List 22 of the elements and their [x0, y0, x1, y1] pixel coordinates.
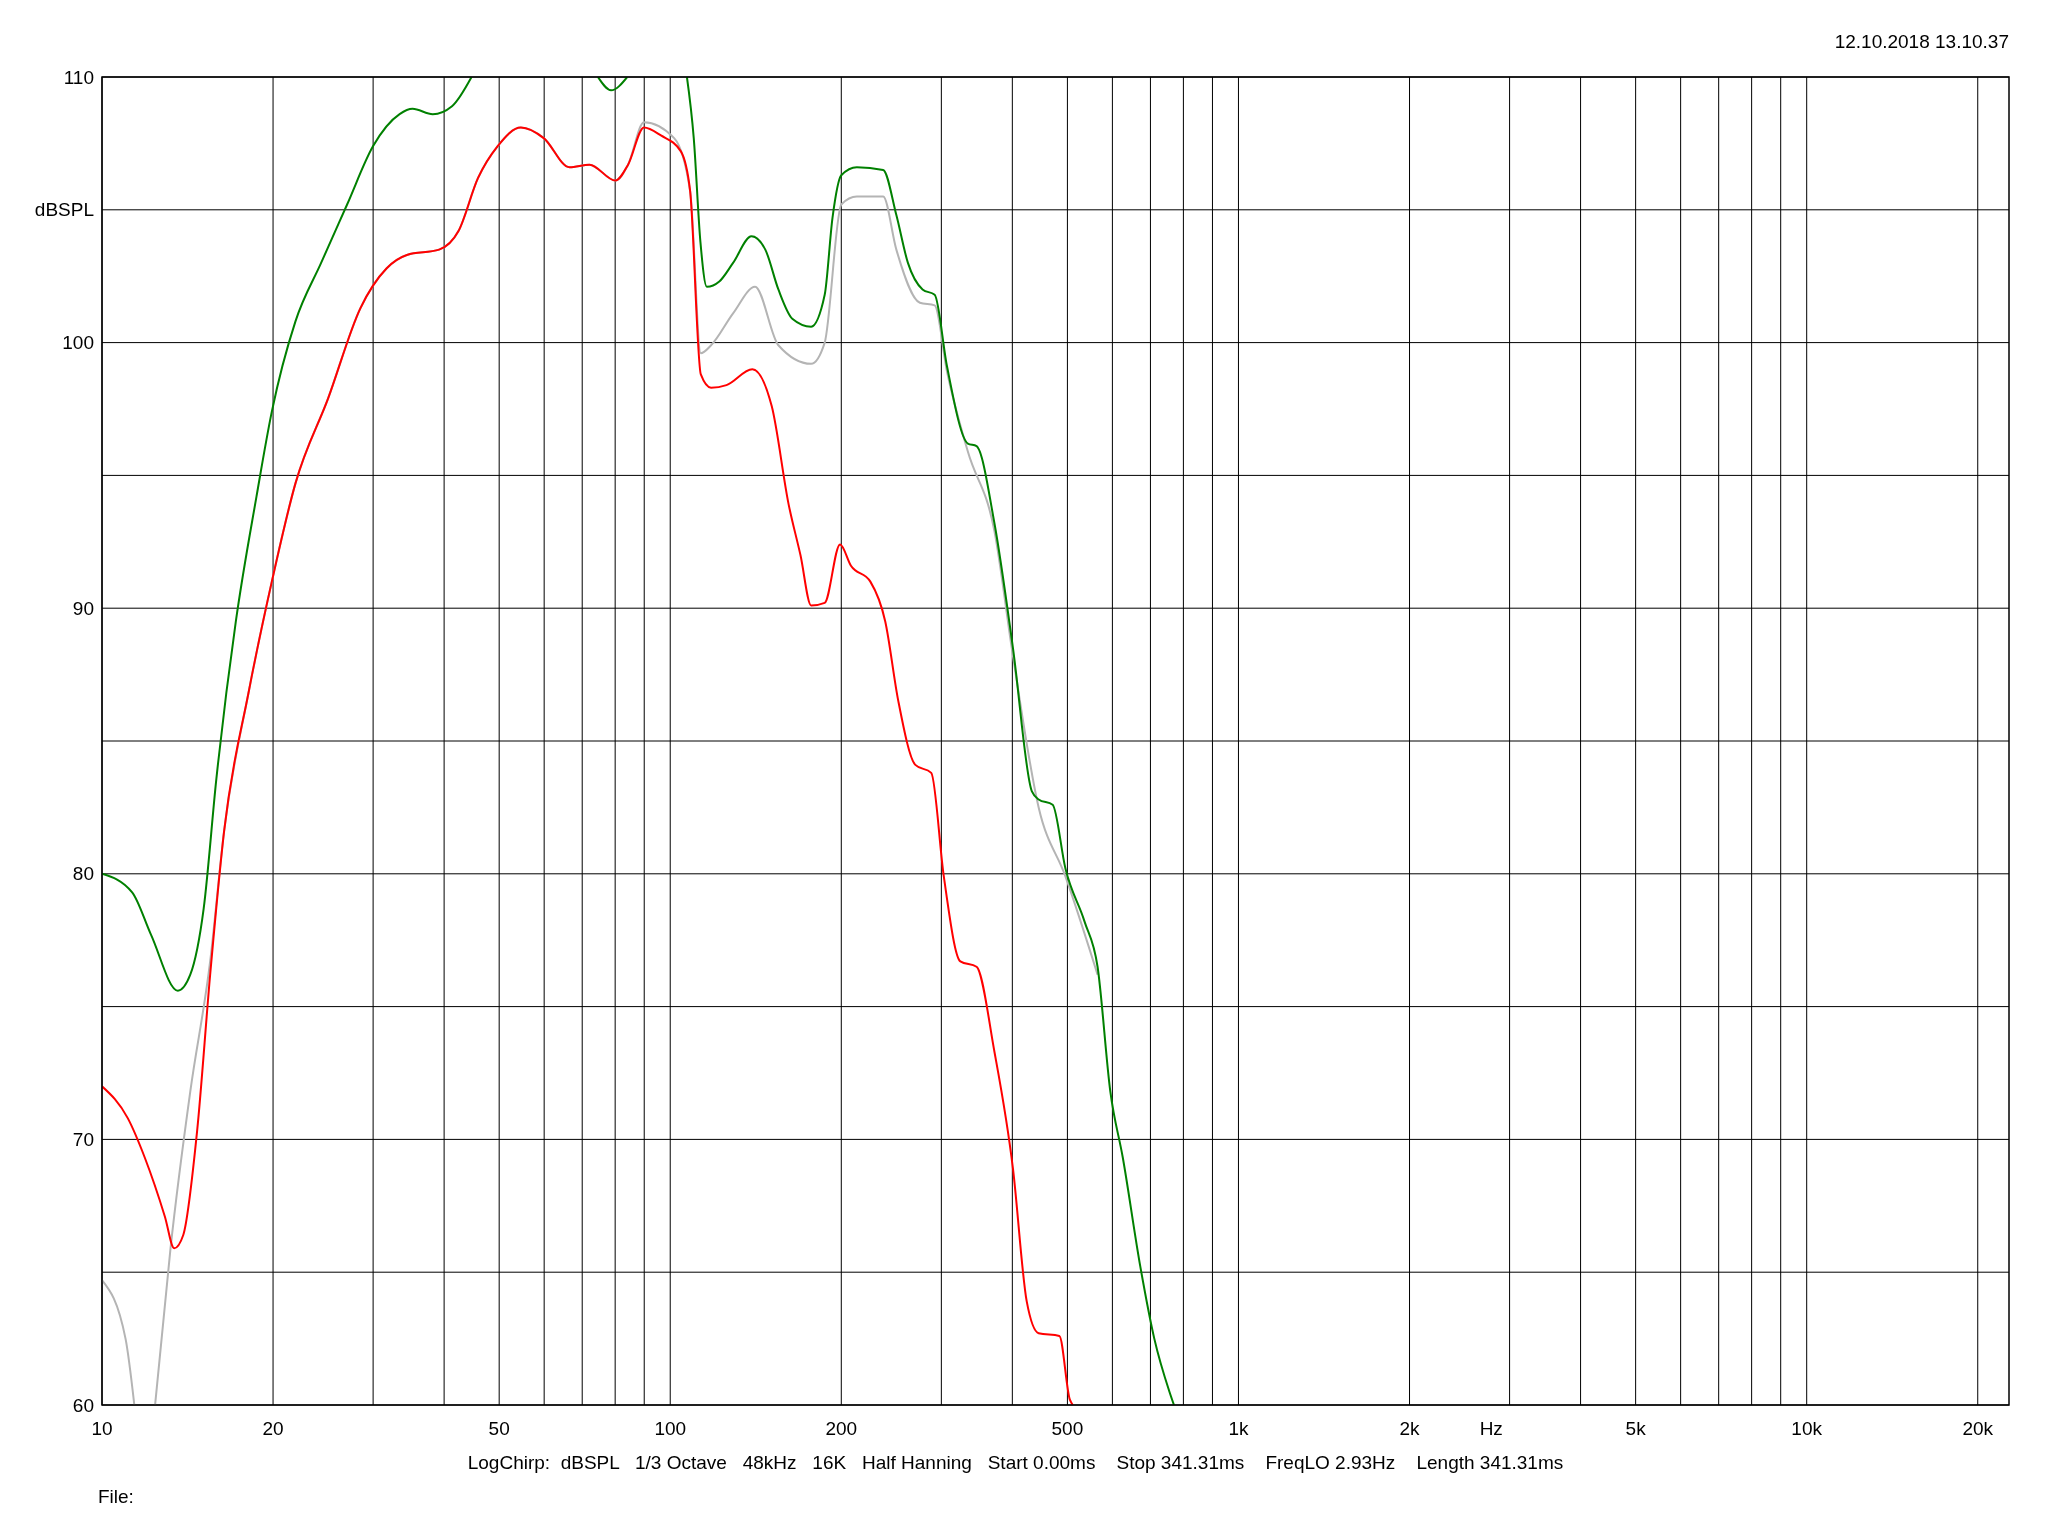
x-tick-label: 1k	[1228, 1418, 1249, 1439]
y-tick-label: 70	[72, 1129, 94, 1151]
y-tick-label: 80	[72, 863, 94, 885]
x-tick-label: 500	[1051, 1418, 1084, 1439]
x-tick-label: 20k	[1962, 1418, 1994, 1439]
x-tick-label: 10	[91, 1418, 113, 1439]
y-tick-label: 60	[72, 1394, 94, 1416]
x-tick-label: 50	[488, 1418, 510, 1439]
x-tick-label: 10k	[1791, 1418, 1823, 1439]
x-tick-label: 2k	[1399, 1418, 1421, 1439]
x-tick-label: 100	[654, 1418, 687, 1439]
x-tick-label: 20	[262, 1418, 284, 1439]
text: 12.10.2018 13.10.37	[1834, 31, 2009, 52]
text: LogChirp: dBSPL 1/3 Octave 48kHz 16K Half Hanning Start 0.00ms Stop 341.31ms FreqLO 2.93Hz Length 341.31ms	[467, 1452, 1564, 1473]
y-axis-title: dBSPL	[34, 199, 94, 221]
text: File:	[98, 1486, 134, 1507]
y-tick-label: 90	[72, 597, 94, 619]
x-tick-label: 200	[825, 1418, 858, 1439]
x-axis-title: Hz	[1479, 1418, 1503, 1439]
y-tick-label: 100	[62, 332, 94, 354]
x-tick-label: 5k	[1625, 1418, 1647, 1439]
y-tick-label: 110	[63, 66, 94, 88]
